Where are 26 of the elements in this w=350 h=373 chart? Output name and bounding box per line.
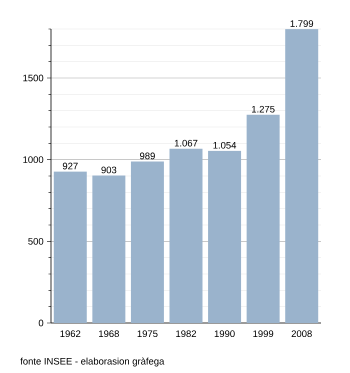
bar	[130, 161, 164, 323]
data-label: 927	[62, 162, 78, 170]
x-tick-label: 2008	[292, 330, 312, 338]
bar	[92, 176, 126, 323]
x-tick-label: 1968	[99, 330, 119, 338]
bar	[285, 29, 318, 323]
bar	[208, 150, 242, 323]
data-label: 989	[140, 152, 155, 160]
data-label: 903	[101, 166, 116, 174]
y-tick-label: 1500	[23, 74, 44, 82]
data-label: 1.067	[174, 140, 198, 147]
bar	[246, 114, 280, 323]
source-note: fonte INSEE - elaborasion gràfega	[20, 358, 164, 366]
x-tick-label: 1982	[176, 330, 196, 338]
x-tick-label: 1975	[138, 330, 158, 338]
y-tick-label: 500	[28, 238, 44, 245]
data-label: 1.799	[290, 20, 314, 27]
y-tick-label: 1000	[23, 156, 44, 164]
x-tick-label: 1962	[60, 330, 80, 338]
bar	[54, 172, 87, 323]
x-tick-label: 1999	[253, 330, 274, 338]
data-label: 1.275	[252, 106, 275, 113]
y-tick-label: 0	[38, 320, 44, 326]
data-label: 1.054	[213, 142, 236, 149]
x-tick-label: 1990	[214, 330, 235, 338]
bar	[169, 148, 202, 323]
